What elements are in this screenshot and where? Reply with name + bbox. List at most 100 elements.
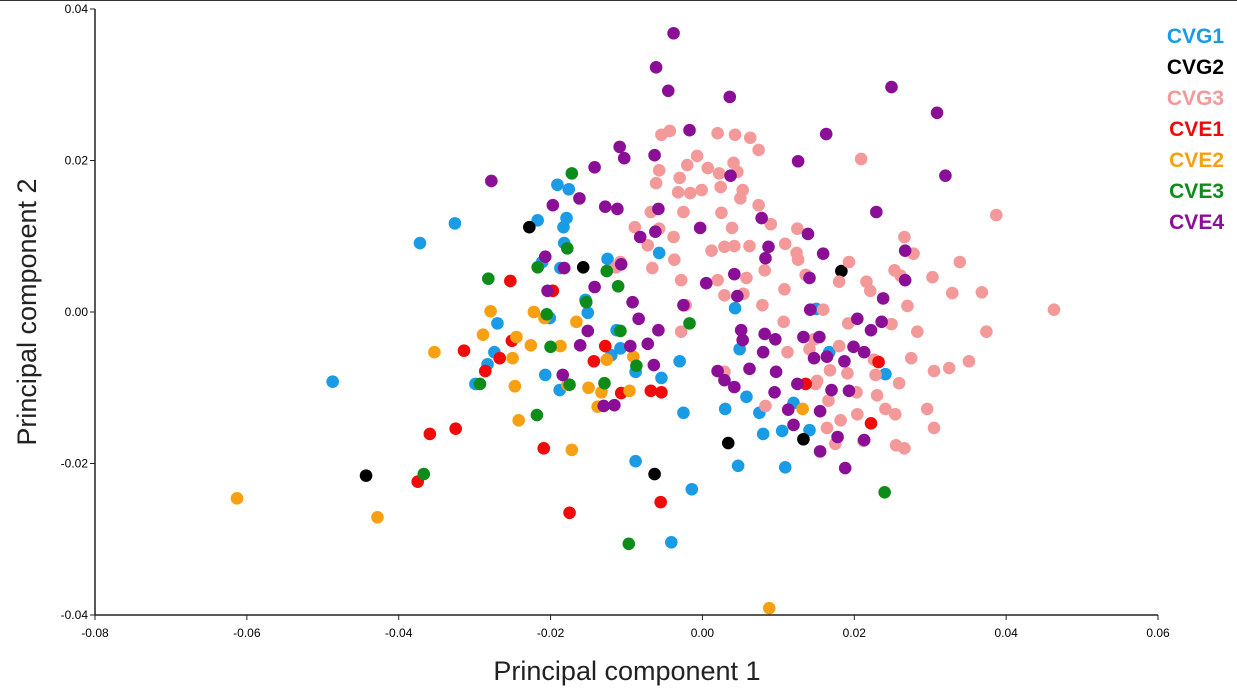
point-cve2: [600, 353, 614, 367]
point-cvg1: [740, 390, 753, 404]
point-cvg3: [927, 364, 941, 378]
point-cve1: [587, 354, 601, 368]
series-cve2: [230, 304, 809, 615]
point-cve4: [573, 339, 587, 352]
point-cvg3: [756, 298, 769, 312]
point-cvg3: [926, 270, 939, 284]
point-cvg1: [655, 371, 668, 385]
point-cve4: [885, 80, 898, 94]
point-cve4: [693, 221, 707, 235]
point-cvg3: [842, 255, 856, 269]
point-cvg1: [652, 246, 666, 260]
point-cve4: [485, 174, 498, 188]
point-cve4: [699, 276, 713, 290]
point-cvg1: [731, 459, 745, 473]
point-cve4: [641, 337, 655, 351]
point-cve2: [524, 339, 538, 352]
point-cve2: [512, 414, 525, 427]
point-cvg3: [834, 414, 847, 427]
point-cve4: [557, 261, 571, 275]
point-cvg1: [778, 460, 792, 474]
point-cve3: [600, 264, 614, 278]
point-cvg3: [953, 255, 967, 269]
point-cvg3: [752, 143, 765, 157]
point-cve3: [531, 261, 544, 274]
point-cvg3: [740, 271, 753, 285]
legend-item-cve2: CVE2: [1169, 149, 1224, 172]
point-cve3: [630, 359, 643, 373]
point-cvg3: [712, 167, 726, 180]
point-cvg3: [810, 374, 824, 388]
point-cvg3: [777, 315, 790, 329]
point-cvg3: [1047, 303, 1061, 317]
point-cve4: [898, 273, 912, 287]
point-cve2: [565, 443, 579, 457]
point-cvg1: [879, 367, 892, 381]
point-cve4: [588, 161, 601, 174]
point-cvg3: [975, 286, 989, 299]
point-cvg1: [756, 427, 770, 441]
point-cvg3: [736, 183, 749, 197]
point-cvg1: [326, 375, 339, 388]
point-cve4: [851, 312, 864, 326]
point-cve2: [510, 330, 523, 344]
point-cve4: [667, 26, 680, 40]
point-cvg1: [538, 368, 552, 382]
series-cve1: [411, 274, 885, 520]
point-cve3: [540, 307, 554, 321]
point-cve1: [644, 384, 658, 398]
point-cvg1: [673, 354, 686, 368]
point-cve4: [652, 323, 665, 337]
point-cve4: [758, 327, 771, 341]
legend-item-cvg1: CVG1: [1167, 25, 1225, 48]
point-cve4: [581, 324, 595, 338]
point-cvg3: [841, 367, 854, 380]
point-cvg3: [652, 164, 666, 177]
point-cvg2: [576, 261, 590, 274]
point-cve4: [541, 284, 554, 298]
y-tick-label: 0.04: [65, 2, 89, 16]
point-cve4: [573, 192, 586, 205]
point-cvg3: [743, 131, 757, 145]
point-cve2: [570, 315, 583, 329]
point-cve4: [762, 240, 775, 254]
point-cve4: [831, 430, 844, 444]
point-cvg3: [667, 230, 680, 244]
point-cve1: [872, 355, 885, 369]
point-cve1: [654, 495, 667, 509]
point-cvg3: [646, 261, 659, 275]
point-cvg3: [832, 275, 846, 289]
point-cvg3: [869, 368, 882, 382]
point-cve4: [724, 169, 737, 182]
point-cvg3: [822, 394, 835, 407]
point-cvg3: [879, 402, 892, 416]
point-cve4: [597, 399, 611, 413]
point-cvg3: [690, 149, 704, 163]
point-cvg3: [728, 128, 742, 142]
x-axis-label: Principal component 1: [493, 656, 760, 686]
point-cvg2: [721, 436, 735, 450]
point-cvg3: [759, 399, 772, 413]
series-cve4: [485, 26, 952, 475]
point-cvg3: [718, 240, 731, 254]
point-cvg3: [743, 239, 756, 253]
point-cve4: [813, 404, 827, 418]
point-cvg3: [851, 407, 864, 421]
point-cve4: [864, 323, 878, 337]
point-cvg3: [816, 303, 830, 317]
point-cve3: [598, 376, 611, 390]
point-cve4: [842, 384, 856, 398]
point-cve4: [768, 385, 781, 399]
point-cvg3: [778, 237, 792, 251]
point-cve4: [756, 345, 770, 359]
point-cve4: [807, 351, 821, 365]
point-cvg3: [705, 244, 718, 257]
point-cve3: [622, 537, 636, 551]
point-cvg3: [823, 364, 837, 377]
point-cvg3: [945, 286, 959, 300]
point-cvg3: [727, 156, 740, 170]
point-cve1: [504, 274, 517, 288]
point-cve4: [736, 333, 749, 347]
point-cvg3: [911, 325, 924, 338]
point-cvg3: [778, 282, 791, 296]
